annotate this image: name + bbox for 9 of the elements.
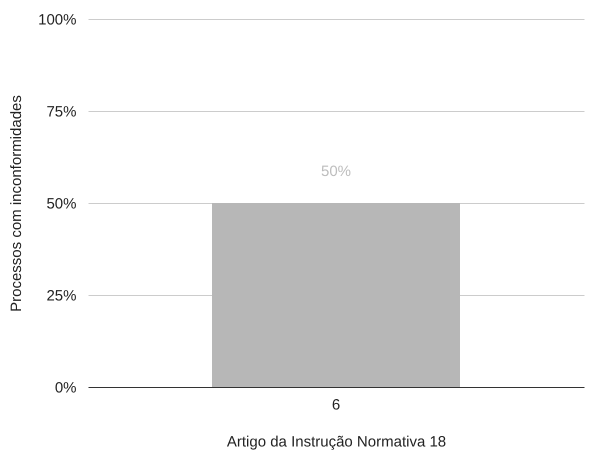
y-tick-label: 50% bbox=[46, 196, 76, 212]
x-axis-title: Artigo da Instrução Normativa 18 bbox=[226, 434, 446, 450]
y-axis-title: Processos com inconformidades bbox=[8, 95, 26, 312]
y-tick-label: 75% bbox=[46, 104, 76, 120]
y-tick-label: 0% bbox=[54, 380, 76, 396]
y-tick-label: 25% bbox=[46, 288, 76, 304]
y-tick-label: 100% bbox=[38, 12, 76, 28]
x-tick-label: 6 bbox=[332, 396, 340, 414]
data-label: 50% bbox=[320, 163, 352, 180]
